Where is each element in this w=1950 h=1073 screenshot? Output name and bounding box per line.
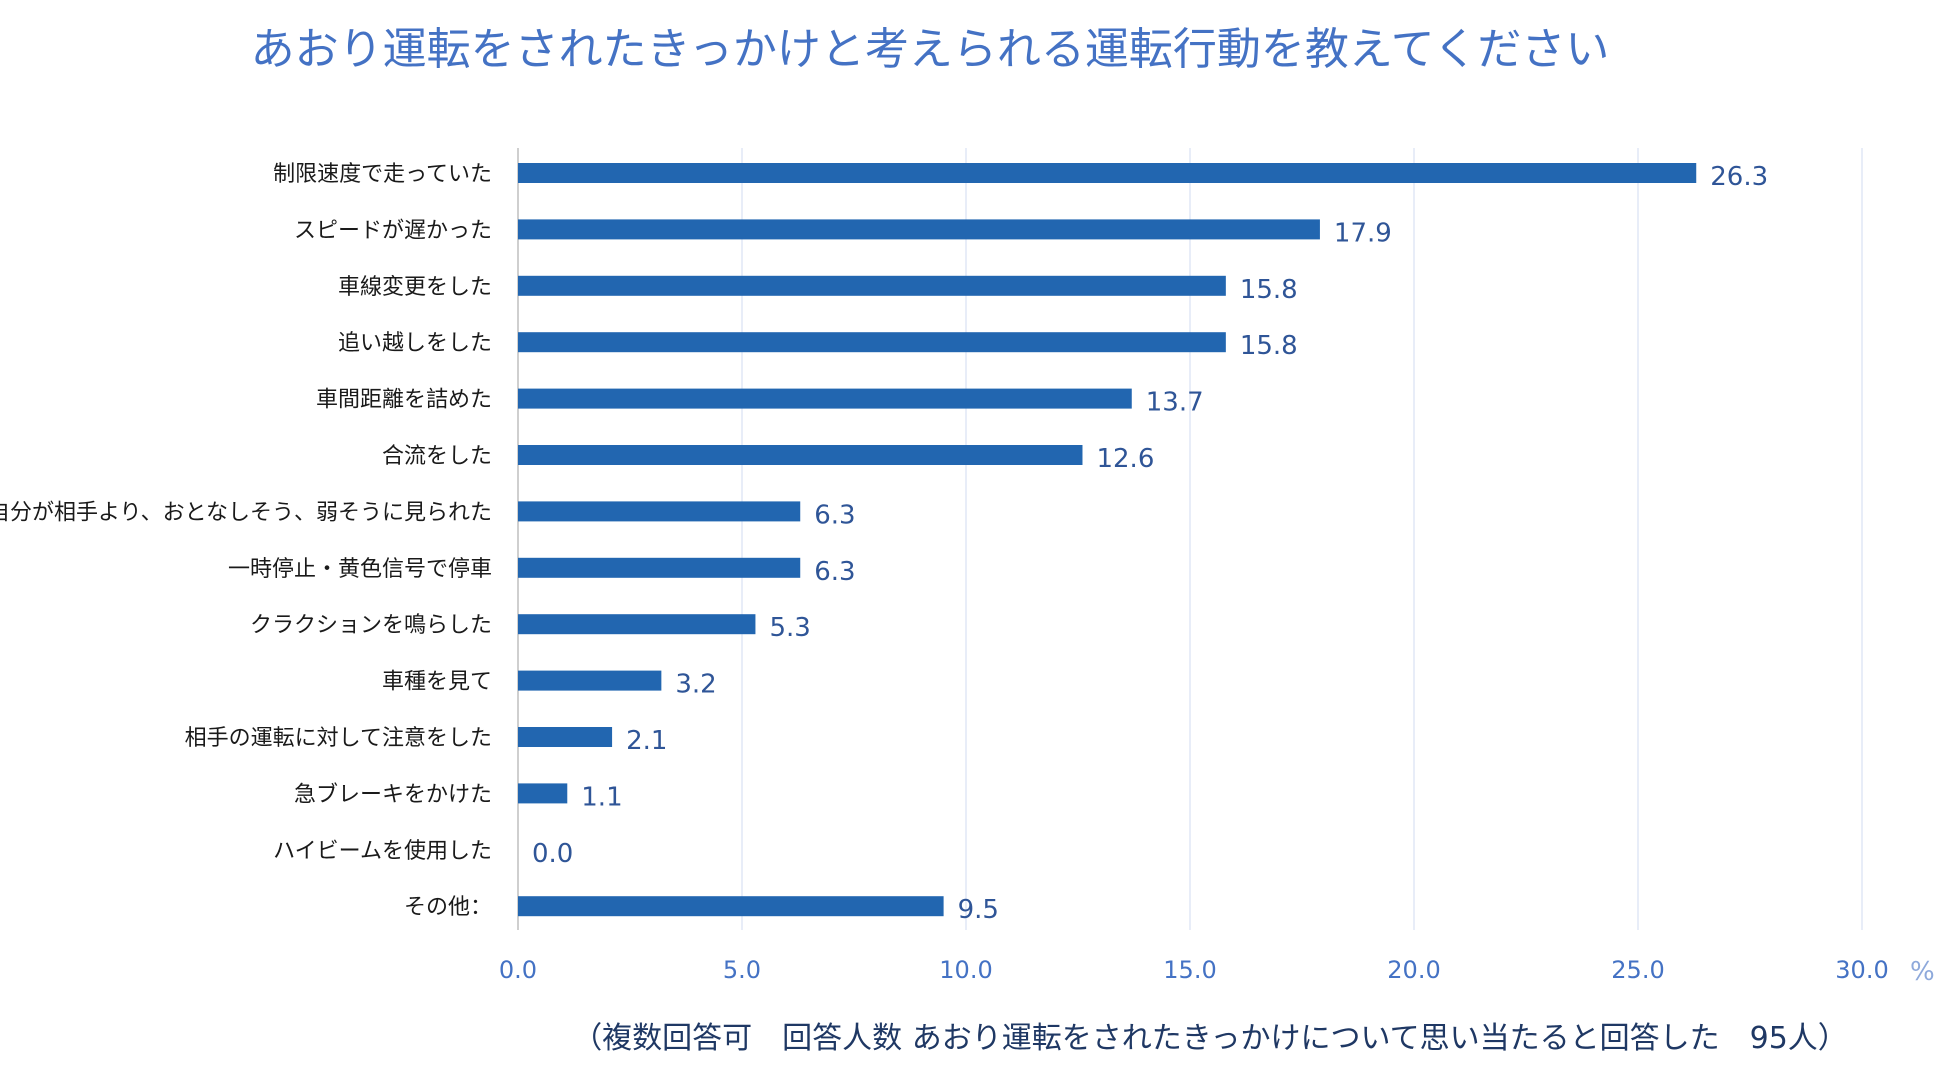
x-tick-label: 25.0 [1611,956,1664,984]
bar [518,219,1320,240]
data-label: 1.1 [581,782,622,812]
category-label: 急ブレーキをかけた [294,782,492,807]
bar [518,388,1132,409]
bar [518,896,944,917]
category-label: 相手の運転に対して注意をした [185,726,492,751]
bar [518,163,1697,183]
bar [518,332,1226,353]
data-label: 3.2 [675,670,716,700]
x-tick-label: 10.0 [939,956,992,984]
x-tick-labels: 0.0 5.0 10.0 15.0 20.0 25.0 30.0 [499,956,1889,984]
data-label: 13.7 [1146,388,1204,418]
data-label: 6.3 [814,557,855,587]
bar [518,557,801,578]
bar [518,445,1083,465]
data-label: 15.8 [1240,331,1298,361]
category-label: 追い越しをした [338,331,492,356]
value-labels: 26.317.915.815.813.712.66.36.35.33.22.11… [532,162,1768,925]
footnote: （複数回答可 回答人数 あおり運転をされたきっかけについて思い当たると回答した … [572,1021,1848,1056]
x-tick-label: 15.0 [1163,956,1216,984]
bar [518,614,756,635]
data-label: 2.1 [626,726,667,756]
data-label: 0.0 [532,839,573,869]
category-label: 自分が相手より、おとなしそう、弱そうに見られた [0,500,492,525]
bar [518,501,801,522]
data-label: 26.3 [1710,162,1768,192]
data-label: 5.3 [769,613,810,643]
category-label: ハイビームを使用した [273,839,492,864]
bar [518,670,662,691]
x-tick-label: 5.0 [723,956,761,984]
bars [518,163,1697,917]
bar [518,275,1226,296]
chart-title: あおり運転をされたきっかけと考えられる運転行動を教えてください [251,24,1610,75]
bar [518,727,613,747]
data-label: 6.3 [814,500,855,530]
category-label: 車種を見て [382,670,492,695]
category-label: その他： [404,895,492,920]
x-tick-label: 0.0 [499,956,537,984]
category-label: スピードが遅かった [294,218,492,243]
category-labels: 制限速度で走っていたスピードが遅かった車線変更をした追い越しをした車間距離を詰め… [0,162,492,920]
bar [518,783,568,804]
category-label: 制限速度で走っていた [273,162,492,187]
category-label: 車線変更をした [338,275,492,300]
category-label: 合流をした [382,444,492,469]
data-label: 15.8 [1240,275,1298,305]
unit-label: % [1910,957,1935,987]
data-label: 17.9 [1334,218,1392,248]
data-label: 12.6 [1096,444,1154,474]
gridlines [517,148,1863,930]
x-tick-label: 20.0 [1387,956,1440,984]
category-label: 車間距離を詰めた [316,388,492,413]
x-tick-label: 30.0 [1835,956,1888,984]
data-label: 9.5 [958,895,999,925]
category-label: 一時停止・黄色信号で停車 [228,557,492,582]
category-label: クラクションを鳴らした [250,613,492,638]
